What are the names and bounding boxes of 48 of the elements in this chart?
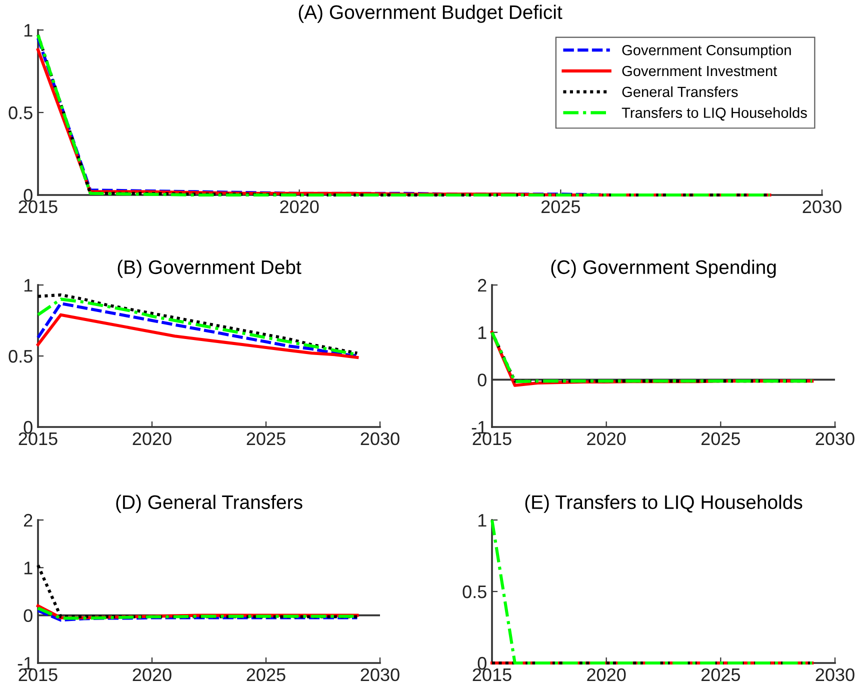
x-tick-label: 2015 bbox=[18, 432, 58, 446]
x-tick-label: 2020 bbox=[132, 668, 172, 682]
y-tick-label: 0 bbox=[478, 374, 486, 386]
y-tick-label: 1 bbox=[24, 24, 32, 37]
x-tick-label: 2025 bbox=[541, 200, 580, 214]
y-tick-label: 0 bbox=[24, 188, 32, 202]
y-tick-label: -1 bbox=[18, 657, 32, 670]
y-tick-label: 2 bbox=[24, 514, 32, 527]
x-tick-label: 2015 bbox=[18, 668, 58, 682]
x-tick-label: 2030 bbox=[816, 668, 854, 682]
x-tick-label: 2025 bbox=[246, 432, 286, 446]
x-tick-label: 2020 bbox=[280, 200, 319, 214]
y-tick-label: 0.5 bbox=[8, 350, 32, 363]
chart-title: (C) Government Spending bbox=[551, 260, 776, 278]
y-tick-label: -1 bbox=[472, 421, 486, 434]
y-tick-label: 0.5 bbox=[8, 106, 32, 120]
y-tick-label: 1 bbox=[24, 562, 32, 574]
x-tick-label: 2030 bbox=[802, 200, 842, 214]
y-tick-label: 0 bbox=[478, 656, 486, 670]
x-tick-label: 2020 bbox=[587, 668, 626, 682]
chart-title: (B) Government Debt bbox=[118, 260, 302, 278]
x-tick-label: 2015 bbox=[472, 668, 512, 682]
y-tick-label: 1 bbox=[24, 279, 32, 292]
y-tick-label: 0 bbox=[24, 609, 32, 622]
legend-label: General Transfers bbox=[622, 86, 738, 98]
legend-label: Government Investment bbox=[622, 66, 778, 76]
chart-title: (D) General Transfers bbox=[116, 494, 302, 513]
x-tick-label: 2015 bbox=[472, 432, 512, 446]
chart-title: (E) Transfers to LIQ Households bbox=[525, 494, 802, 513]
legend-label: Transfers to LIQ Households bbox=[622, 107, 807, 121]
y-tick-label: 2 bbox=[478, 278, 486, 292]
chart-title: (A) Government Budget Deficit bbox=[298, 4, 562, 23]
line-series bbox=[36, 609, 359, 622]
x-tick-label: 2025 bbox=[701, 432, 740, 446]
x-tick-label: 2030 bbox=[360, 668, 400, 682]
y-tick-label: 1 bbox=[478, 514, 486, 527]
y-tick-label: 1 bbox=[478, 326, 486, 339]
line-series bbox=[36, 313, 359, 359]
y-tick-label: 0.5 bbox=[462, 585, 486, 598]
x-tick-label: 2030 bbox=[360, 432, 400, 446]
legend-label: Government Consumption bbox=[622, 44, 791, 58]
x-tick-label: 2020 bbox=[587, 432, 626, 446]
x-tick-label: 2025 bbox=[246, 668, 286, 682]
x-tick-label: 2025 bbox=[701, 668, 740, 682]
x-tick-label: 2020 bbox=[132, 432, 172, 446]
x-tick-label: 2015 bbox=[18, 200, 58, 214]
y-tick-label: 0 bbox=[24, 420, 32, 434]
x-tick-label: 2030 bbox=[816, 432, 854, 446]
